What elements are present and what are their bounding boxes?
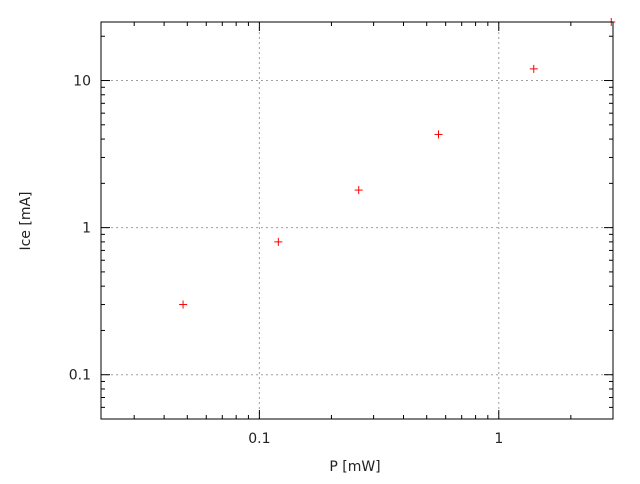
x-axis-label: P [mW] [329,459,380,475]
x-tick-label: 0.1 [248,431,270,447]
data-point [354,186,363,195]
y-axis-label: Ice [mA] [18,191,34,250]
plot-frame [100,21,614,420]
tick-labels: 0.1 1 0.1 1 10 [69,74,504,447]
data-points [179,18,616,309]
x-tick-label: 1 [494,431,503,447]
ticks [101,22,613,419]
data-point [434,130,443,139]
grid [101,22,613,419]
data-point [529,64,538,73]
y-tick-label: 1 [82,221,91,237]
data-point [179,300,188,309]
data-point [274,237,283,246]
y-tick-label: 0.1 [69,368,91,384]
y-tick-label: 10 [73,74,91,90]
